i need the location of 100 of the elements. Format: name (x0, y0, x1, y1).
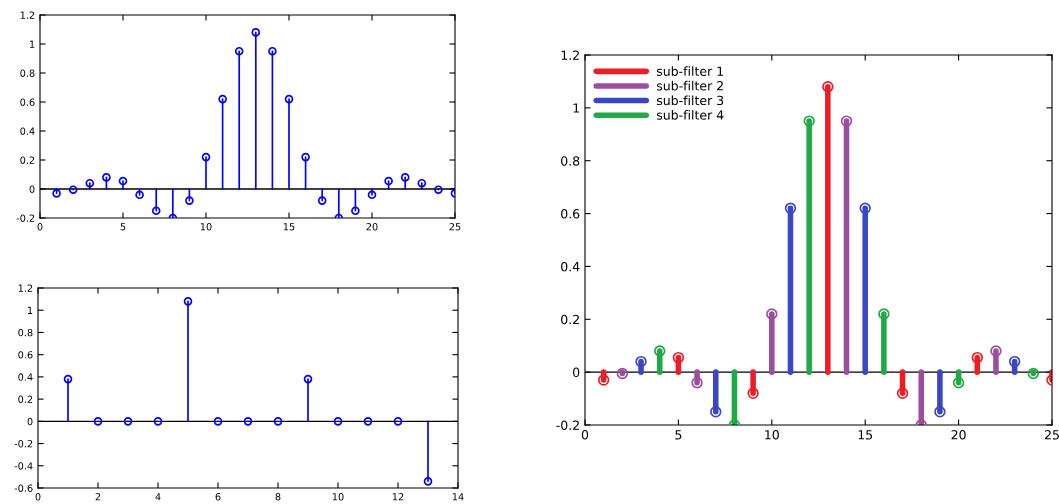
point (822, 81, 834, 93)
point (218, 94, 227, 104)
y-tick-label: 0.4 (20, 127, 35, 135)
point (971, 351, 983, 364)
y-tick-label: -0.2 (14, 440, 33, 448)
point (303, 374, 313, 384)
point (201, 152, 211, 162)
y-tick-label: -0.2 (16, 214, 35, 222)
y-tick-label: 0.6 (561, 209, 580, 219)
x-tick-label: 12 (392, 493, 404, 501)
x-tick-label: 4 (155, 493, 161, 501)
point (423, 477, 433, 486)
point (367, 190, 377, 200)
point (135, 190, 144, 200)
point (840, 115, 853, 127)
point (417, 178, 427, 188)
point (896, 387, 909, 399)
x-tick-label: 20 (366, 223, 378, 231)
y-tick-label: 1 (30, 40, 35, 48)
point (434, 185, 443, 195)
x-tick-label: 15 (283, 223, 295, 231)
point (934, 406, 946, 418)
point (153, 417, 163, 426)
x-tick-label: 10 (200, 223, 212, 231)
x-tick-label: 0 (35, 493, 41, 501)
x-tick-label: 10 (765, 430, 779, 440)
x-tick-label: 6 (215, 493, 221, 501)
point (213, 417, 223, 426)
point (952, 377, 965, 389)
point (118, 176, 128, 186)
y-tick-label: 0.4 (561, 261, 580, 272)
x-tick-label: 0 (37, 223, 43, 231)
point (63, 374, 73, 384)
y-tick-label: 0.2 (18, 395, 33, 403)
point (85, 178, 95, 188)
legend-label: sub-filter 4 (656, 110, 724, 120)
y-tick-label: 0.6 (18, 351, 33, 359)
point (183, 297, 193, 306)
point (747, 387, 759, 399)
point (317, 196, 327, 205)
x-tick-label: 25 (1044, 430, 1059, 440)
point (635, 355, 647, 368)
point (102, 173, 111, 182)
y-tick-label: 1.2 (20, 11, 35, 19)
point (273, 417, 283, 426)
y-tick-label: 0.2 (561, 314, 579, 325)
y-tick-label: 1.2 (18, 284, 33, 292)
y-tick-label: -0.4 (14, 462, 33, 470)
x-tick-label: 25 (449, 223, 461, 231)
x-tick-label: 5 (675, 430, 682, 440)
point (766, 308, 778, 320)
x-tick-label: 20 (951, 430, 966, 440)
y-tick-label: 0.2 (20, 156, 35, 164)
point (268, 46, 277, 56)
point (363, 417, 373, 426)
y-tick-label: -0.6 (14, 484, 33, 492)
point (185, 196, 194, 205)
point (1008, 355, 1021, 368)
y-tick-label: 0.8 (561, 156, 580, 166)
point (654, 345, 666, 357)
point (68, 185, 78, 195)
legend-label: sub-filter 1 (656, 66, 723, 76)
point (1027, 367, 1040, 380)
point (803, 115, 815, 127)
point (333, 417, 343, 426)
point (691, 377, 703, 389)
point (878, 308, 890, 320)
legend-label: sub-filter 3 (656, 95, 724, 106)
point (710, 406, 722, 418)
point (151, 206, 161, 216)
point (251, 28, 261, 37)
y-tick-label: 0.4 (18, 373, 33, 381)
y-tick-label: 0 (573, 367, 580, 378)
point (597, 374, 610, 386)
point (784, 202, 797, 214)
x-tick-label: 14 (452, 493, 464, 501)
x-tick-label: 5 (120, 223, 126, 231)
point (393, 417, 403, 426)
point (123, 417, 133, 426)
y-tick-label: 0 (29, 185, 35, 193)
x-tick-label: 15 (858, 430, 873, 440)
x-tick-label: 10 (332, 493, 344, 501)
point (301, 152, 310, 162)
point (93, 417, 103, 426)
point (234, 46, 244, 56)
x-tick-label: 2 (95, 493, 101, 501)
point (672, 351, 685, 364)
point (351, 206, 360, 216)
point (243, 417, 253, 426)
point (990, 345, 1002, 357)
y-tick-label: 0.6 (20, 98, 35, 106)
x-tick-label: 0 (581, 430, 589, 440)
y-tick-label: 0.8 (18, 328, 33, 337)
point (384, 176, 393, 186)
point (859, 202, 871, 214)
y-tick-label: 1.2 (561, 50, 579, 60)
y-tick-label: 0 (27, 417, 33, 426)
y-tick-label: 1 (28, 306, 33, 314)
y-tick-label: -0.2 (556, 420, 579, 430)
point (284, 94, 294, 104)
